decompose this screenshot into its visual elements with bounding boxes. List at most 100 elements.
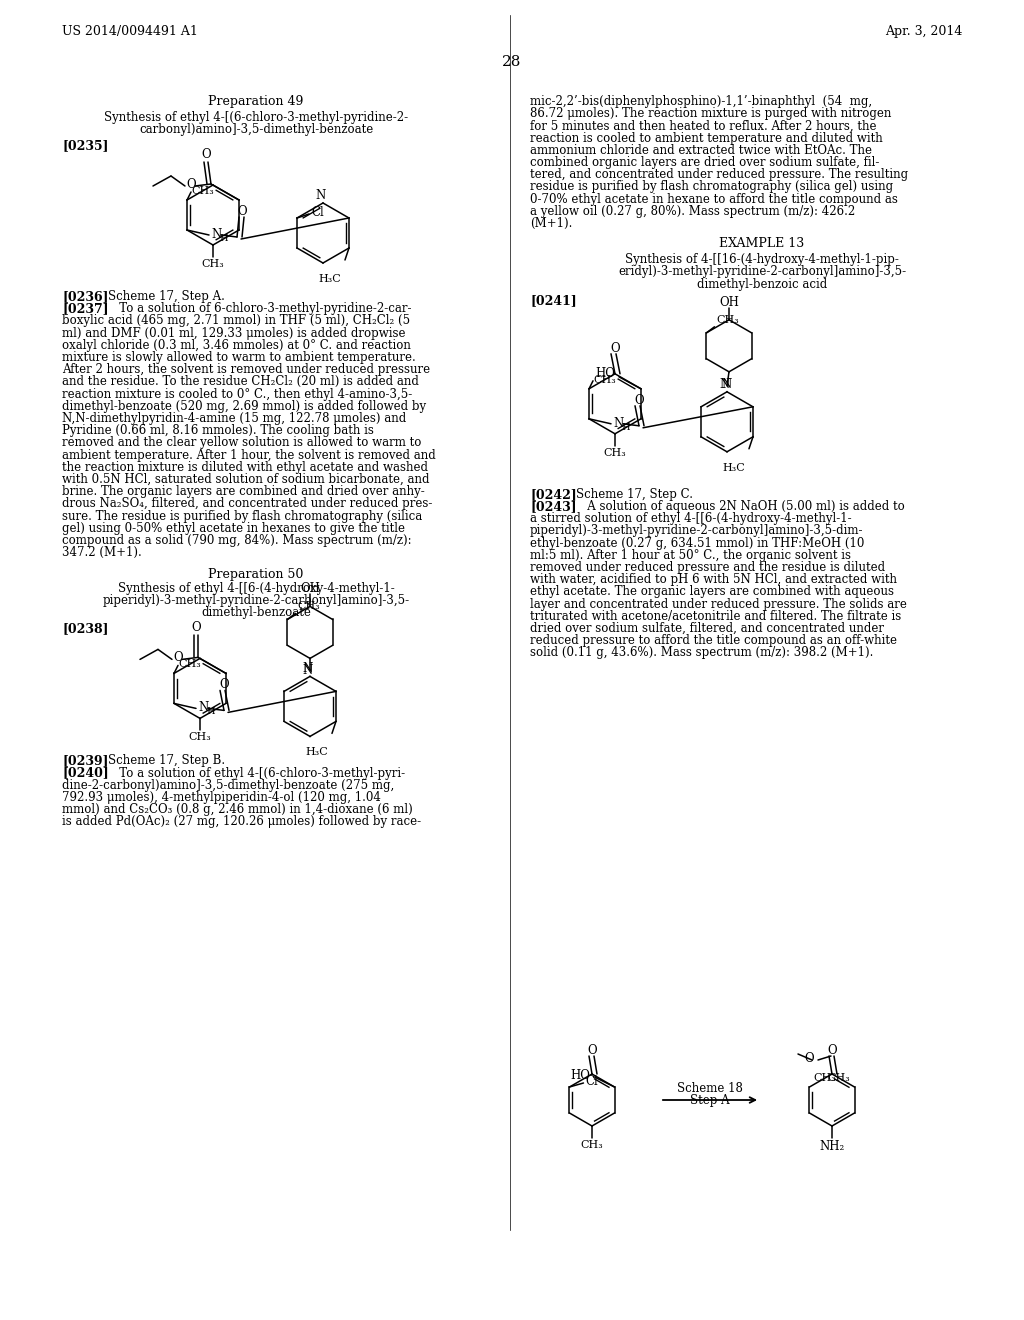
Text: reaction is cooled to ambient temperature and diluted with: reaction is cooled to ambient temperatur…: [530, 132, 883, 145]
Text: O: O: [191, 622, 201, 635]
Text: N: N: [303, 664, 313, 677]
Text: layer and concentrated under reduced pressure. The solids are: layer and concentrated under reduced pre…: [530, 598, 907, 611]
Text: triturated with acetone/acetonitrile and filtered. The filtrate is: triturated with acetone/acetonitrile and…: [530, 610, 901, 623]
Text: CH₃: CH₃: [581, 1140, 603, 1150]
Text: N: N: [720, 378, 730, 391]
Text: 347.2 (M+1).: 347.2 (M+1).: [62, 546, 141, 560]
Text: combined organic layers are dried over sodium sulfate, fil-: combined organic layers are dried over s…: [530, 156, 880, 169]
Text: eridyl)-3-methyl-pyridine-2-carbonyl]amino]-3,5-: eridyl)-3-methyl-pyridine-2-carbonyl]ami…: [617, 265, 906, 279]
Text: residue is purified by flash chromatography (silica gel) using: residue is purified by flash chromatogra…: [530, 181, 893, 194]
Text: solid (0.11 g, 43.6%). Mass spectrum (m/z): 398.2 (M+1).: solid (0.11 g, 43.6%). Mass spectrum (m/…: [530, 647, 873, 660]
Text: EXAMPLE 13: EXAMPLE 13: [720, 238, 805, 251]
Text: piperidyl)-3-methyl-pyridine-2-carbonyl]amino]-3,5-: piperidyl)-3-methyl-pyridine-2-carbonyl]…: [102, 594, 410, 607]
Text: H₃C: H₃C: [318, 275, 341, 284]
Text: OH: OH: [300, 582, 319, 595]
Text: ammonium chloride and extracted twice with EtOAc. The: ammonium chloride and extracted twice wi…: [530, 144, 872, 157]
Text: To a solution of 6-chloro-3-methyl-pyridine-2-car-: To a solution of 6-chloro-3-methyl-pyrid…: [108, 302, 412, 315]
Text: [0243]: [0243]: [530, 500, 577, 513]
Text: CH₃: CH₃: [178, 660, 201, 669]
Text: Scheme 18: Scheme 18: [677, 1082, 743, 1096]
Text: Cl: Cl: [586, 1074, 598, 1088]
Text: tered, and concentrated under reduced pressure. The resulting: tered, and concentrated under reduced pr…: [530, 168, 908, 181]
Text: N: N: [211, 228, 221, 242]
Text: O: O: [173, 651, 183, 664]
Text: the reaction mixture is diluted with ethyl acetate and washed: the reaction mixture is diluted with eth…: [62, 461, 428, 474]
Text: H: H: [206, 708, 215, 717]
Text: with water, acidified to pH 6 with 5N HCl, and extracted with: with water, acidified to pH 6 with 5N HC…: [530, 573, 897, 586]
Text: N,N-dimethylpyridin-4-amine (15 mg, 122.78 μmoles) and: N,N-dimethylpyridin-4-amine (15 mg, 122.…: [62, 412, 407, 425]
Text: Synthesis of ethyl 4-[[6-(4-hydroxy-4-methyl-1-: Synthesis of ethyl 4-[[6-(4-hydroxy-4-me…: [118, 582, 394, 595]
Text: 28: 28: [503, 55, 521, 69]
Text: a yellow oil (0.27 g, 80%). Mass spectrum (m/z): 426.2: a yellow oil (0.27 g, 80%). Mass spectru…: [530, 205, 855, 218]
Text: O: O: [587, 1044, 597, 1057]
Text: OH: OH: [719, 296, 739, 309]
Text: [0238]: [0238]: [62, 623, 109, 635]
Text: US 2014/0094491 A1: US 2014/0094491 A1: [62, 25, 198, 38]
Text: ambient temperature. After 1 hour, the solvent is removed and: ambient temperature. After 1 hour, the s…: [62, 449, 436, 462]
Text: O: O: [610, 342, 620, 355]
Text: ml:5 ml). After 1 hour at 50° C., the organic solvent is: ml:5 ml). After 1 hour at 50° C., the or…: [530, 549, 851, 562]
Text: Synthesis of ethyl 4-[(6-chloro-3-methyl-pyridine-2-: Synthesis of ethyl 4-[(6-chloro-3-methyl…: [104, 111, 408, 124]
Text: [0239]: [0239]: [62, 755, 109, 767]
Text: After 2 hours, the solvent is removed under reduced pressure: After 2 hours, the solvent is removed un…: [62, 363, 430, 376]
Text: [0237]: [0237]: [62, 302, 109, 315]
Text: CH₃: CH₃: [202, 259, 224, 269]
Text: O: O: [827, 1044, 837, 1057]
Text: CH₃: CH₃: [191, 186, 214, 195]
Text: O: O: [186, 178, 196, 191]
Text: N: N: [613, 417, 624, 430]
Text: dimethyl-benzoate (520 mg, 2.69 mmol) is added followed by: dimethyl-benzoate (520 mg, 2.69 mmol) is…: [62, 400, 426, 413]
Text: mmol) and Cs₂CO₃ (0.8 g, 2.46 mmol) in 1,4-dioxane (6 ml): mmol) and Cs₂CO₃ (0.8 g, 2.46 mmol) in 1…: [62, 803, 413, 816]
Text: HO: HO: [570, 1069, 591, 1082]
Text: oxalyl chloride (0.3 ml, 3.46 mmoles) at 0° C. and reaction: oxalyl chloride (0.3 ml, 3.46 mmoles) at…: [62, 339, 411, 352]
Text: compound as a solid (790 mg, 84%). Mass spectrum (m/z):: compound as a solid (790 mg, 84%). Mass …: [62, 535, 412, 546]
Text: removed and the clear yellow solution is allowed to warm to: removed and the clear yellow solution is…: [62, 437, 421, 449]
Text: a stirred solution of ethyl 4-[[6-(4-hydroxy-4-methyl-1-: a stirred solution of ethyl 4-[[6-(4-hyd…: [530, 512, 852, 525]
Text: ethyl-benzoate (0.27 g, 634.51 mmol) in THF:MeOH (10: ethyl-benzoate (0.27 g, 634.51 mmol) in …: [530, 537, 864, 549]
Text: Preparation 49: Preparation 49: [208, 95, 304, 108]
Text: (M+1).: (M+1).: [530, 216, 572, 230]
Text: CH₃: CH₃: [827, 1073, 851, 1082]
Text: CH₃: CH₃: [593, 375, 615, 385]
Text: reaction mixture is cooled to 0° C., then ethyl 4-amino-3,5-: reaction mixture is cooled to 0° C., the…: [62, 388, 413, 400]
Text: [0241]: [0241]: [530, 294, 577, 306]
Text: CH₃: CH₃: [298, 602, 321, 611]
Text: 0-70% ethyl acetate in hexane to afford the title compound as: 0-70% ethyl acetate in hexane to afford …: [530, 193, 898, 206]
Text: Cl: Cl: [311, 206, 324, 219]
Text: Preparation 50: Preparation 50: [208, 569, 304, 581]
Text: gel) using 0-50% ethyl acetate in hexanes to give the title: gel) using 0-50% ethyl acetate in hexane…: [62, 521, 406, 535]
Text: HO: HO: [595, 367, 615, 380]
Text: N: N: [303, 663, 313, 676]
Text: boxylic acid (465 mg, 2.71 mmol) in THF (5 ml), CH₂Cl₂ (5: boxylic acid (465 mg, 2.71 mmol) in THF …: [62, 314, 411, 327]
Text: mixture is slowly allowed to warm to ambient temperature.: mixture is slowly allowed to warm to amb…: [62, 351, 416, 364]
Text: and the residue. To the residue CH₂Cl₂ (20 ml) is added and: and the residue. To the residue CH₂Cl₂ (…: [62, 375, 419, 388]
Text: carbonyl)amino]-3,5-dimethyl-benzoate: carbonyl)amino]-3,5-dimethyl-benzoate: [139, 123, 373, 136]
Text: reduced pressure to afford the title compound as an off-white: reduced pressure to afford the title com…: [530, 634, 897, 647]
Text: H₃C: H₃C: [722, 463, 745, 473]
Text: CH₃: CH₃: [813, 1073, 837, 1082]
Text: brine. The organic layers are combined and dried over anhy-: brine. The organic layers are combined a…: [62, 486, 425, 498]
Text: dimethyl-benzoate: dimethyl-benzoate: [201, 606, 311, 619]
Text: N: N: [198, 701, 208, 714]
Text: O: O: [238, 205, 247, 218]
Text: dried over sodium sulfate, filtered, and concentrated under: dried over sodium sulfate, filtered, and…: [530, 622, 884, 635]
Text: H: H: [219, 234, 227, 243]
Text: O: O: [805, 1052, 814, 1065]
Text: is added Pd(OAc)₂ (27 mg, 120.26 μmoles) followed by race-: is added Pd(OAc)₂ (27 mg, 120.26 μmoles)…: [62, 816, 421, 829]
Text: Scheme 17, Step C.: Scheme 17, Step C.: [575, 488, 693, 500]
Text: N: N: [722, 378, 732, 391]
Text: NH₂: NH₂: [819, 1140, 845, 1152]
Text: CH₃: CH₃: [717, 314, 739, 325]
Text: ml) and DMF (0.01 ml, 129.33 μmoles) is added dropwise: ml) and DMF (0.01 ml, 129.33 μmoles) is …: [62, 326, 406, 339]
Text: Pyridine (0.66 ml, 8.16 mmoles). The cooling bath is: Pyridine (0.66 ml, 8.16 mmoles). The coo…: [62, 424, 374, 437]
Text: A solution of aqueous 2N NaOH (5.00 ml) is added to: A solution of aqueous 2N NaOH (5.00 ml) …: [575, 500, 905, 513]
Text: [0236]: [0236]: [62, 290, 109, 304]
Text: Step A: Step A: [690, 1094, 730, 1107]
Text: ethyl acetate. The organic layers are combined with aqueous: ethyl acetate. The organic layers are co…: [530, 585, 894, 598]
Text: CH₃: CH₃: [188, 733, 211, 742]
Text: dimethyl-benzoic acid: dimethyl-benzoic acid: [697, 277, 827, 290]
Text: drous Na₂SO₄, filtered, and concentrated under reduced pres-: drous Na₂SO₄, filtered, and concentrated…: [62, 498, 432, 511]
Text: dine-2-carbonyl)amino]-3,5-dimethyl-benzoate (275 mg,: dine-2-carbonyl)amino]-3,5-dimethyl-benz…: [62, 779, 394, 792]
Text: [0235]: [0235]: [62, 139, 109, 152]
Text: H₃C: H₃C: [305, 747, 328, 758]
